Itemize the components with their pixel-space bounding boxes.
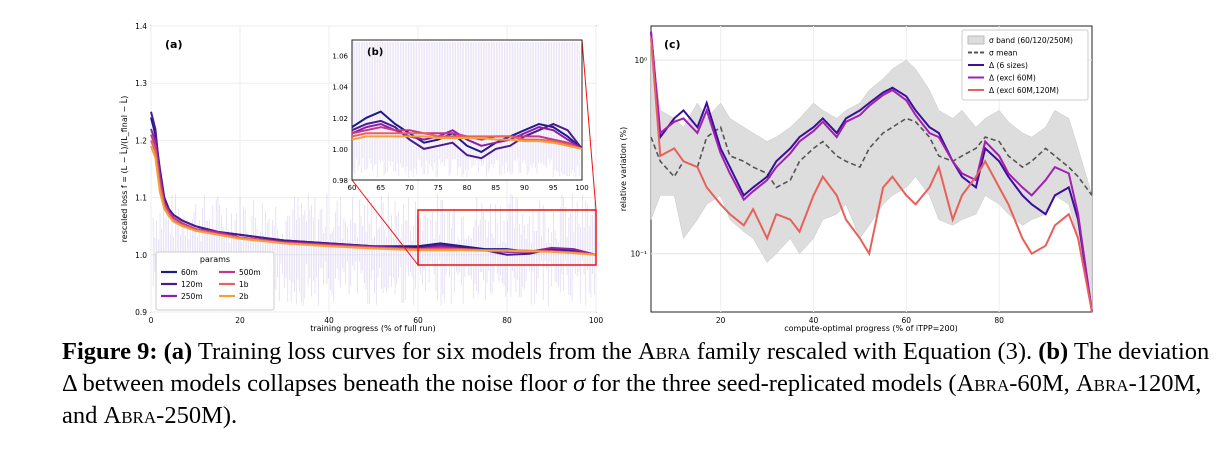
panel-a-xlabel: training progress (% of full run) xyxy=(310,324,436,333)
a-xtick-label: 60 xyxy=(413,316,423,325)
b-xtick-label: 70 xyxy=(405,184,414,192)
c-legend-label: σ mean xyxy=(989,49,1018,58)
caption-abra-4: Abra xyxy=(103,402,157,429)
caption-abra-1: Abra xyxy=(637,338,691,365)
c-series-line-Δ (6 sizes) xyxy=(650,31,1093,313)
zoom-connector-right xyxy=(581,39,597,211)
a-series-line-120m xyxy=(150,111,597,256)
panel-a-ylabel: rescaled loss f = (L − L̂)/(L_final − L̂… xyxy=(119,96,129,243)
c-series-line-Δ (excl 60M) xyxy=(650,31,1093,313)
b-ytick-label: 1.06 xyxy=(332,53,348,61)
legend-label-2b: 2b xyxy=(239,292,249,301)
caption-abra-3: Abra xyxy=(1075,370,1129,397)
a-ytick-label: 1.3 xyxy=(135,79,147,88)
a-ytick-label: 0.9 xyxy=(135,308,147,317)
a-ytick-label: 1.4 xyxy=(135,22,147,31)
a-xtick-label: 40 xyxy=(324,316,334,325)
c-legend-label: Δ (6 sizes) xyxy=(989,61,1028,70)
panel-c-ylabel: relative variation (%) xyxy=(619,127,628,211)
b-xtick-label: 85 xyxy=(491,184,500,192)
b-series-line-1b xyxy=(351,132,583,150)
c-legend-label: Δ (excl 60M,120M) xyxy=(989,86,1059,95)
panel-b-inset: 60 65 70 75 80 85 90 95 1000.981.001.021.041.06 … xyxy=(332,39,589,192)
panel-b-frame xyxy=(351,39,583,181)
b-ytick-label: 1.00 xyxy=(332,146,348,154)
caption-a-label: (a) xyxy=(163,338,193,365)
c-legend-label: σ band (60/120/250M) xyxy=(989,36,1073,45)
c-series-line-σ mean xyxy=(650,117,1093,196)
zoom-region-box xyxy=(417,209,597,266)
b-xtick-label: 65 xyxy=(376,184,385,192)
caption-fig-label: Figure 9: xyxy=(62,338,158,365)
legend-label-500m: 500m xyxy=(239,268,261,277)
a-ytick-label: 1.0 xyxy=(135,251,147,260)
a-xtick-label: 0 xyxy=(149,316,154,325)
legend-title: params xyxy=(200,255,230,264)
b-ytick-label: 1.02 xyxy=(332,115,348,123)
caption-m3: -250M). xyxy=(156,402,238,429)
a-xtick-label: 80 xyxy=(502,316,512,325)
b-xtick-label: 90 xyxy=(520,184,529,192)
panel-c-legend: σ band (60/120/250M) σ mean Δ (6 sizes) Δ (… xyxy=(961,29,1089,101)
b-xtick-label: 95 xyxy=(549,184,558,192)
caption-b-text-1: The deviation Δ between models collapses… xyxy=(62,338,1210,397)
legend-label-60m: 60m xyxy=(181,268,198,277)
caption-sigma: σ xyxy=(573,370,586,397)
a-ytick-label: 1.1 xyxy=(135,194,147,203)
b-ytick-label: 1.04 xyxy=(332,84,348,92)
b-ytick-label: 0.98 xyxy=(332,177,348,185)
b-series-line-2b xyxy=(351,135,583,150)
legend-label-120m: 120m xyxy=(181,280,203,289)
c-ytick-label: 10⁻¹ xyxy=(630,250,647,259)
c-legend-swatch xyxy=(967,35,985,45)
c-xtick-label: 20 xyxy=(716,316,726,325)
b-series-line-250m xyxy=(351,122,583,150)
legend-label-1b: 1b xyxy=(239,280,249,289)
figure-panels: 0 20 40 60 80 100 0.9 1.0 1.1 1.2 1.3 1.4 (a) train… xyxy=(119,22,1093,333)
b-xtick-label: 80 xyxy=(463,184,472,192)
a-ytick-label: 1.2 xyxy=(135,136,147,145)
caption-abra-2: Abra xyxy=(956,370,1010,397)
caption-a-text-2: family rescaled with Equation (3). xyxy=(690,338,1033,365)
caption-m2: -120M, and xyxy=(62,370,1202,429)
caption-m1: -60M, xyxy=(1009,370,1076,397)
c-series-line-Δ (excl 60M,120M) xyxy=(650,37,1093,313)
panel-c-label: (c) xyxy=(664,38,681,51)
zoom-connector-left xyxy=(351,179,419,266)
b-xtick-label: 75 xyxy=(434,184,443,192)
panel-c-xlabel: compute-optimal progress (% of iTPP=200) xyxy=(784,324,958,333)
a-xtick-label: 100 xyxy=(589,316,604,325)
a-series-line-2b xyxy=(150,145,597,256)
legend-label-250m: 250m xyxy=(181,292,203,301)
b-xtick-label: 100 xyxy=(575,184,588,192)
b-series-line-60m xyxy=(351,110,583,154)
caption-b-label: (b) xyxy=(1038,338,1069,365)
panel-c: 20 40 60 80 10⁻¹ 10⁰ (c) compute-optimal prog… xyxy=(619,25,1093,333)
c-xtick-label: 60 xyxy=(902,316,912,325)
c-ytick-label: 10⁰ xyxy=(634,56,647,65)
a-xtick-label: 20 xyxy=(235,316,245,325)
c-xtick-label: 40 xyxy=(809,316,819,325)
panel-a-label: (a) xyxy=(165,38,182,51)
c-xtick-label: 80 xyxy=(994,316,1004,325)
b-xtick-label: 60 xyxy=(348,184,357,192)
caption-b-text-2: for the three seed-replicated models ( xyxy=(585,370,957,397)
panel-b-label: (b) xyxy=(367,47,383,58)
figure-caption: Figure 9: (a) Training loss curves for s… xyxy=(62,336,1212,432)
panel-a-legend: params 60m 120m 250m 500m 1b 2b xyxy=(155,251,275,311)
c-legend-label: Δ (excl 60M) xyxy=(989,74,1036,83)
caption-a-text-1: Training loss curves for six models from… xyxy=(192,338,638,365)
